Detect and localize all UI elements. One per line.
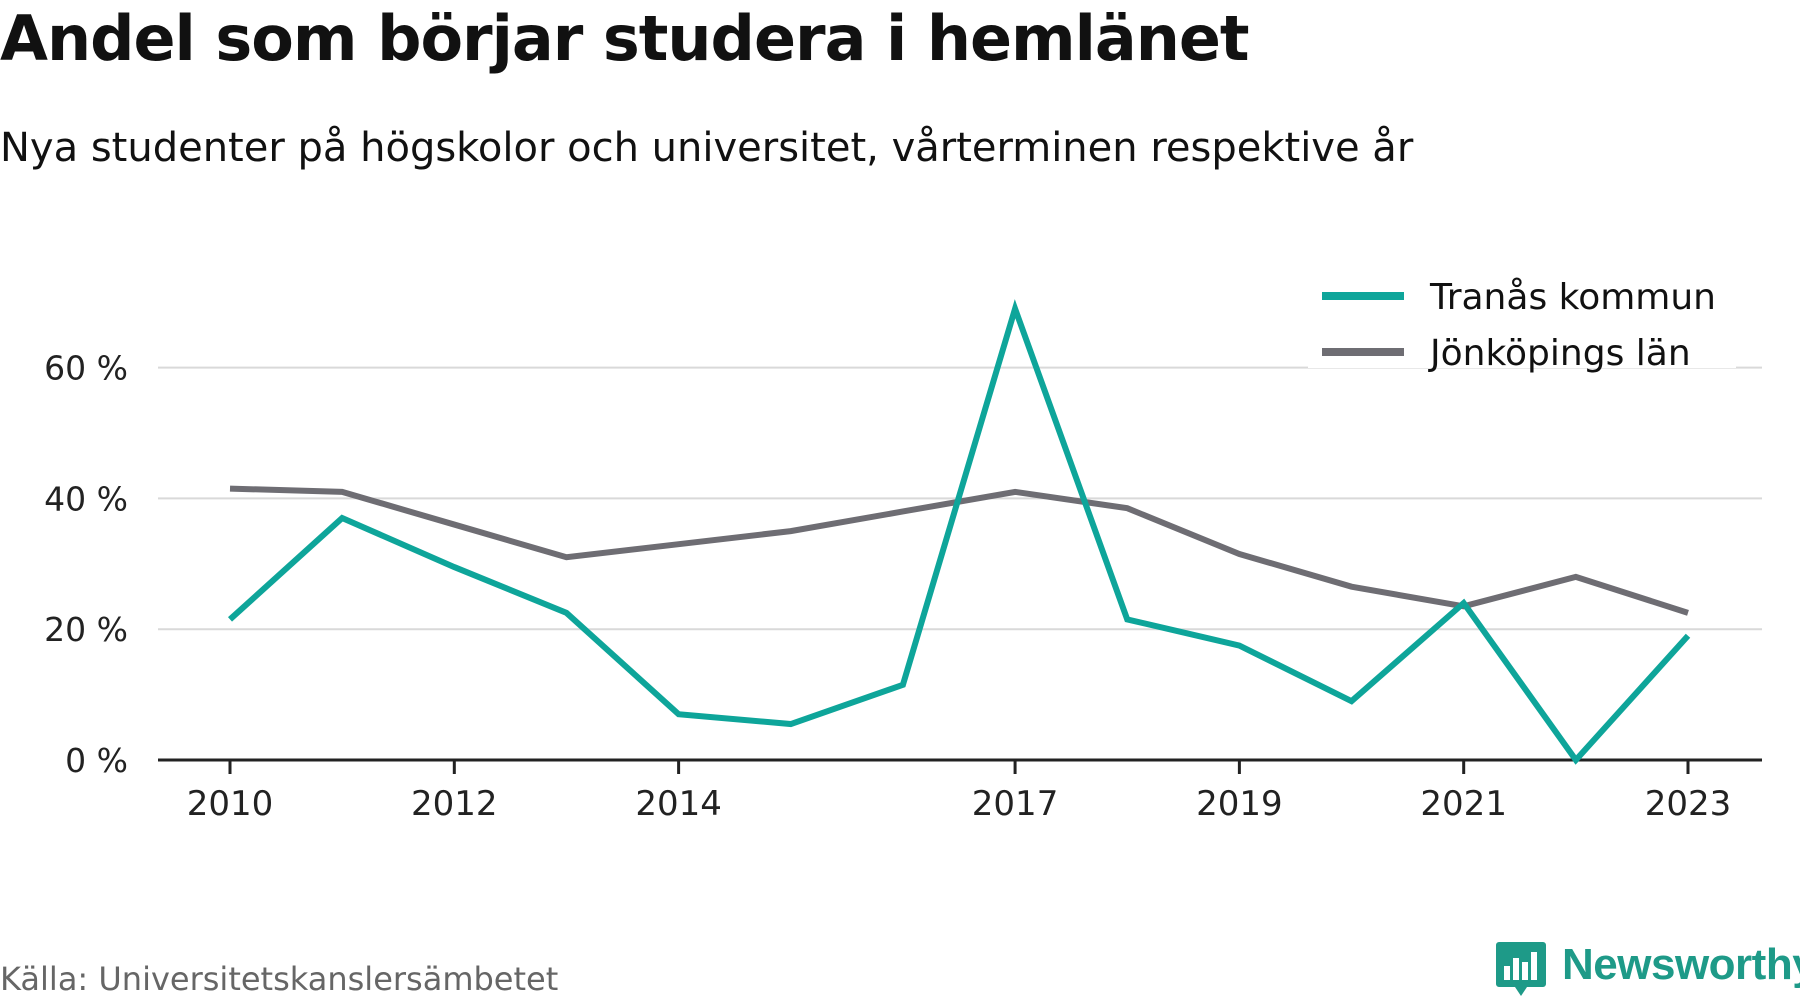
series-lines (227, 299, 1691, 765)
chart-title: Andel som börjar studera i hemlänet (0, 2, 1250, 75)
x-tick-label: 2014 (635, 784, 722, 824)
chart-subtitle: Nya studenter på högskolor och universit… (0, 125, 1414, 171)
y-tick-label: 20 % (44, 610, 128, 649)
legend: Tranås kommun Jönköpings län (1308, 268, 1736, 374)
brand-name: Newsworthy (1562, 940, 1800, 989)
y-tick-label: 40 % (44, 479, 128, 518)
legend-label: Tranås kommun (1429, 277, 1716, 318)
y-tick-label: 60 % (44, 349, 128, 388)
source-note: Källa: Universitetskanslersämbetet (0, 960, 559, 998)
x-tick-label: 2023 (1645, 784, 1732, 824)
x-tick-label: 2019 (1196, 784, 1283, 824)
x-tick-label: 2017 (972, 784, 1059, 824)
y-tick-label: 0 % (65, 741, 128, 780)
x-tick-label: 2021 (1420, 784, 1507, 824)
legend-label: Jönköpings län (1428, 333, 1691, 374)
x-tick-label: 2010 (187, 784, 274, 824)
gridlines: 0 % 20 % 40 % 60 % (44, 349, 1762, 780)
bar-chart-speech-bubble-icon (1496, 942, 1546, 996)
series-line-0 (227, 299, 1691, 765)
x-axis: 2010 2012 2014 2017 2019 2021 2023 (158, 758, 1762, 824)
x-tick-label: 2012 (411, 784, 498, 824)
